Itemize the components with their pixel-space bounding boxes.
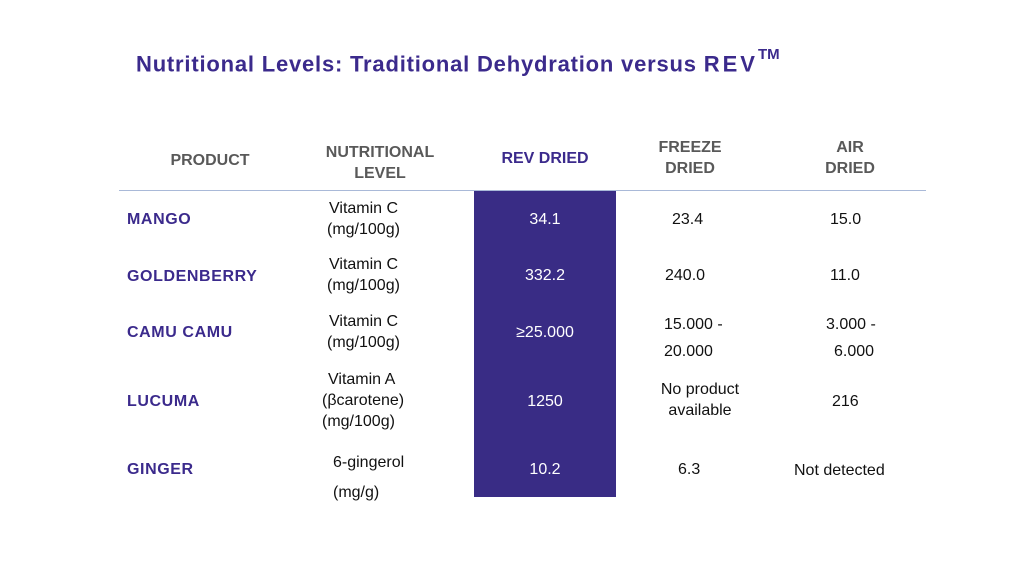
row-rev-value: ≥25.000: [516, 324, 574, 341]
header-rev-dried: REV DRIED: [501, 150, 589, 167]
row-nutritional-level: Vitamin C (mg/100g): [327, 200, 400, 238]
row-nutritional-level: Vitamin C (mg/100g): [327, 256, 400, 294]
row-product: LUCUMA: [127, 393, 200, 410]
row-freeze-value: 6.3: [678, 461, 701, 478]
row-air-value: 15.0: [830, 211, 862, 228]
row-rev-value: 1250: [527, 393, 563, 410]
header-divider: [119, 190, 926, 191]
title-brand: REV: [703, 51, 758, 77]
row-product: MANGO: [127, 211, 192, 228]
row-product: GINGER: [127, 461, 194, 478]
row-air-value: 216: [832, 393, 859, 410]
header-freeze-dried: FREEZE DRIED: [658, 139, 722, 177]
header-nutritional-level: NUTRITIONAL LEVEL: [325, 144, 435, 182]
row-freeze-value: 23.4: [672, 211, 704, 228]
row-freeze-value: 240.0: [665, 267, 706, 284]
row-air-value: Not detected: [794, 462, 885, 479]
row-rev-value: 10.2: [529, 461, 561, 478]
title-trademark: TM: [757, 46, 780, 63]
row-product: CAMU CAMU: [127, 324, 233, 341]
row-rev-value: 34.1: [529, 211, 561, 228]
row-nutritional-level: 6-gingerol (mg/g): [333, 454, 405, 501]
rev-dried-column-highlight: [474, 191, 616, 497]
row-nutritional-level: Vitamin C (mg/100g): [327, 313, 400, 351]
row-air-value: 3.000 - 6.000: [826, 316, 876, 360]
row-rev-value: 332.2: [524, 267, 566, 284]
row-freeze-value: 15.000 - 20.000: [664, 316, 723, 360]
slide-title: Nutritional Levels: Traditional Dehydrat…: [136, 46, 780, 77]
row-air-value: 11.0: [830, 267, 860, 284]
header-product: PRODUCT: [170, 152, 250, 169]
row-product: GOLDENBERRY: [127, 268, 258, 285]
title-text: Nutritional Levels: Traditional Dehydrat…: [136, 51, 697, 77]
row-freeze-value: No product available: [660, 381, 740, 419]
row-nutritional-level: Vitamin A (βcarotene) (mg/100g): [322, 371, 405, 430]
header-air-dried: AIR DRIED: [825, 139, 875, 177]
